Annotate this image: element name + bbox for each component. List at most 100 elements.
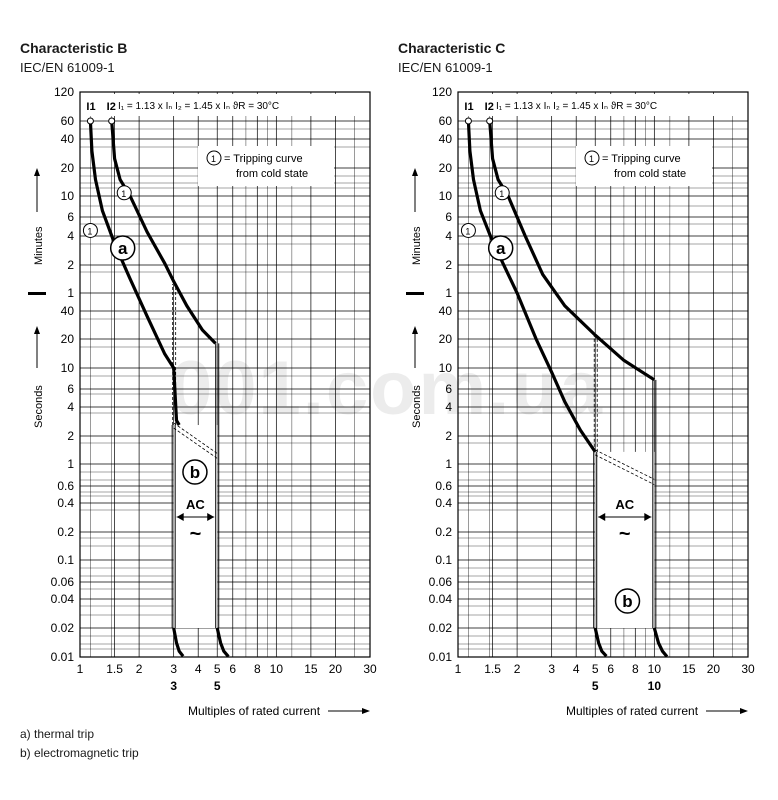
- x-range-mark: 5: [592, 679, 599, 693]
- note-box: [576, 146, 712, 186]
- y-tick-label-seconds: 0.01: [51, 650, 75, 664]
- y-axis-label-seconds: Seconds: [33, 385, 45, 428]
- x-tick-label: 4: [195, 662, 202, 676]
- x-tick-label: 2: [136, 662, 143, 676]
- chart-1-plot: I₁ = 1.13 x Iₙ I₂ = 1.45 x Iₙ ϑR = 30°CI…: [406, 85, 755, 718]
- y-axis-label-seconds: Seconds: [411, 385, 423, 428]
- ac-arrowhead-right: [644, 513, 652, 521]
- y-arrowhead-seconds: [34, 326, 40, 334]
- region-b-circle: [614, 588, 641, 614]
- y-tick-label-minutes: 120: [432, 85, 452, 99]
- x-tick-label: 30: [741, 662, 755, 676]
- cold-state-marker: [460, 222, 476, 238]
- chart-b-subtitle: IEC/EN 61009-1: [20, 60, 115, 75]
- y-tick-label-seconds: 0.01: [429, 650, 453, 664]
- y-tick-label-minutes: 40: [439, 132, 453, 146]
- x-tick-label: 1.5: [484, 662, 501, 676]
- x-tick-label: 1: [455, 662, 462, 676]
- cold-state-marker-number: 1: [121, 189, 126, 199]
- x-tick-label: 2: [514, 662, 521, 676]
- y-tick-label-minutes: 2: [67, 258, 74, 272]
- x-axis-label: Multiples of rated current: [188, 704, 321, 718]
- i2-label: I2: [107, 101, 116, 113]
- x-tick-label: 10: [270, 662, 284, 676]
- plot-frame: [79, 91, 371, 658]
- ac-arrowhead-left: [598, 513, 606, 521]
- x-tick-label: 15: [304, 662, 318, 676]
- y-tick-label-seconds: 0.04: [429, 592, 453, 606]
- x-range-mark: 3: [170, 679, 177, 693]
- series-upper-thermal: [110, 120, 217, 345]
- series-lower-thermal: [466, 120, 597, 453]
- series-lower-instantaneous: [593, 627, 608, 658]
- cold-state-marker: [494, 185, 510, 201]
- y-axis-label-minutes: Minutes: [411, 226, 423, 265]
- ac-arrowhead-left: [176, 513, 184, 521]
- y-tick-label-minutes: 2: [445, 258, 452, 272]
- y-tick-label-seconds: 20: [439, 332, 453, 346]
- x-tick-label: 1: [77, 662, 84, 676]
- i2-point: [486, 117, 494, 125]
- dashed-extension: [173, 427, 218, 459]
- y-tick-label-minutes: 10: [439, 189, 453, 203]
- dashed-extension: [173, 422, 218, 454]
- y-tick-label-minutes: 20: [61, 161, 75, 175]
- unit-separator: [28, 292, 46, 295]
- plot-frame: [457, 91, 749, 658]
- chart-c-subtitle: IEC/EN 61009-1: [398, 60, 493, 75]
- x-range-mark: 10: [648, 679, 662, 693]
- dashed-extension: [595, 454, 655, 485]
- y-tick-label-seconds: 0.04: [51, 592, 75, 606]
- y-tick-label-minutes: 60: [61, 114, 75, 128]
- note-marker-circle: [584, 150, 600, 166]
- header-label: I₁ = 1.13 x Iₙ I₂ = 1.45 x Iₙ ϑR = 30°C: [118, 101, 279, 112]
- i1-label: I1: [464, 101, 473, 113]
- note-line-2: from cold state: [236, 168, 308, 180]
- ac-symbol: ~: [619, 523, 631, 545]
- series-lower-thermal: [88, 120, 181, 426]
- x-tick-label: 5: [592, 662, 599, 676]
- y-tick-label-seconds: 10: [61, 361, 75, 375]
- chart-c-title: Characteristic C: [398, 40, 506, 56]
- i1-point: [464, 117, 472, 125]
- y-tick-label-seconds: 2: [445, 429, 452, 443]
- x-axis-arrowhead: [740, 708, 748, 714]
- x-axis-label: Multiples of rated current: [566, 704, 699, 718]
- x-tick-label: 8: [632, 662, 639, 676]
- y-tick-label-minutes: 1: [445, 286, 452, 300]
- series-upper-instantaneous: [652, 627, 669, 658]
- y-tick-label-seconds: 4: [67, 400, 74, 414]
- y-tick-label-seconds: 4: [445, 400, 452, 414]
- ac-label: AC: [615, 497, 634, 512]
- y-tick-label-seconds: 0.6: [435, 479, 452, 493]
- ac-arrowhead-right: [207, 513, 215, 521]
- y-tick-label-minutes: 20: [439, 161, 453, 175]
- y-tick-label-seconds: 1: [445, 457, 452, 471]
- y-tick-label-minutes: 10: [61, 189, 75, 203]
- y-tick-label-minutes: 6: [445, 210, 452, 224]
- y-tick-label-minutes: 4: [67, 229, 74, 243]
- cold-state-marker: [82, 222, 98, 238]
- y-tick-label-seconds: 20: [61, 332, 75, 346]
- y-tick-label-seconds: 40: [439, 304, 453, 318]
- i1-point: [86, 117, 94, 125]
- electromagnetic-band: [173, 425, 218, 628]
- header-band: [464, 94, 742, 116]
- y-tick-label-seconds: 0.02: [51, 621, 75, 635]
- y-tick-label-seconds: 40: [61, 304, 75, 318]
- y-tick-label-seconds: 0.1: [57, 553, 74, 567]
- y-tick-label-seconds: 10: [439, 361, 453, 375]
- x-tick-label: 8: [254, 662, 261, 676]
- y-tick-label-seconds: 0.2: [435, 525, 452, 539]
- y-tick-label-seconds: 0.1: [435, 553, 452, 567]
- y-tick-label-seconds: 0.4: [57, 496, 74, 510]
- y-tick-label-seconds: 0.4: [435, 496, 452, 510]
- series-upper-thermal: [488, 120, 656, 382]
- unit-separator: [406, 292, 424, 295]
- note-box: [198, 146, 334, 186]
- region-a-label: a: [496, 239, 506, 258]
- chart-b-title: Characteristic B: [20, 40, 128, 56]
- x-tick-label: 4: [573, 662, 580, 676]
- x-tick-label: 3: [170, 662, 177, 676]
